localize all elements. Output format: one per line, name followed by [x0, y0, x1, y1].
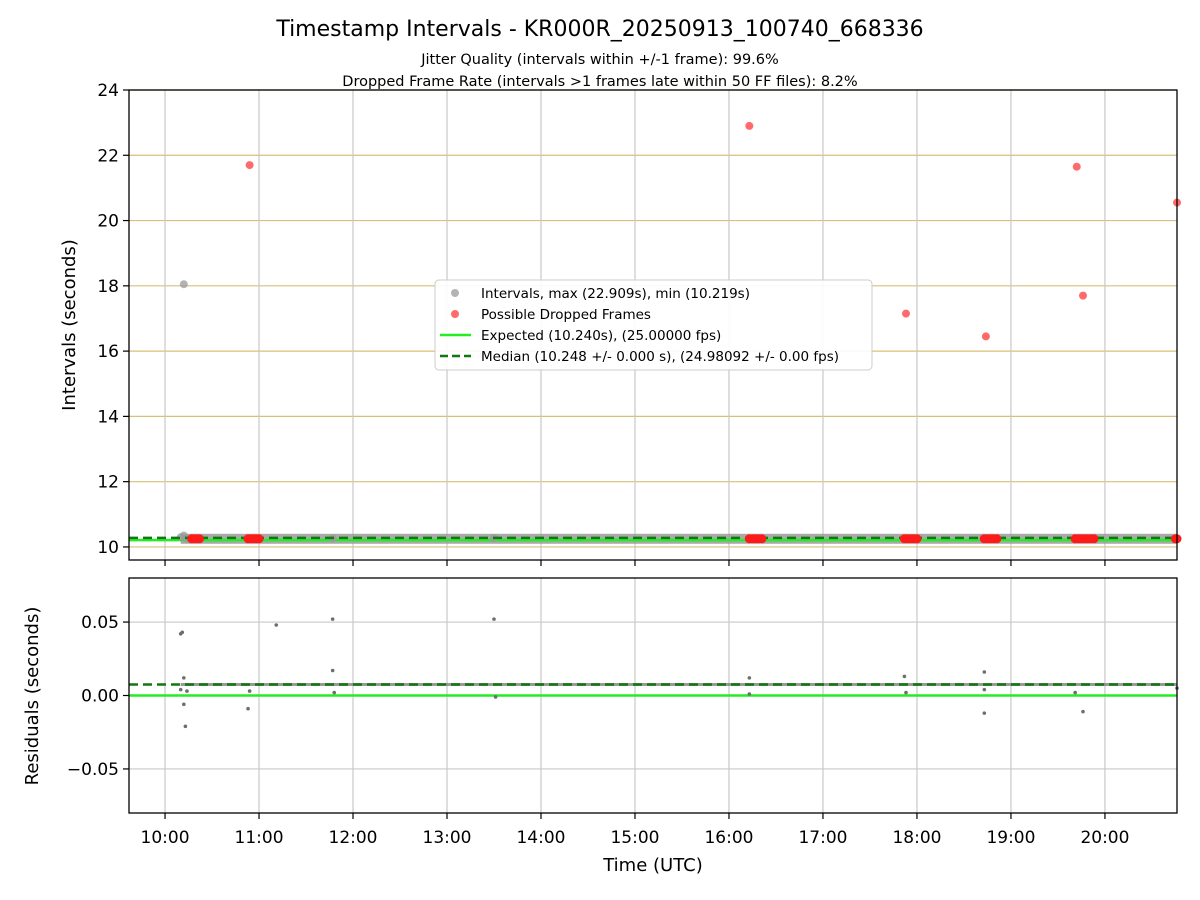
residuals-y-axis-label: Residuals (seconds) — [22, 607, 43, 786]
intervals-y-tick-label: 14 — [97, 407, 119, 427]
x-axis-label: Time (UTC) — [602, 855, 703, 876]
intervals-y-tick-label: 20 — [97, 212, 119, 232]
intervals-y-tick-label: 12 — [97, 473, 119, 493]
residual-point — [178, 687, 183, 692]
residual-point — [747, 676, 752, 680]
x-tick-label: 12:00 — [329, 828, 378, 848]
chart-title: Timestamp Intervals - KR000R_20250913_10… — [275, 17, 923, 42]
legend: Intervals, max (22.909s), min (10.219s) … — [434, 279, 873, 371]
residuals-y-tick-label: −0.05 — [67, 760, 119, 780]
dropped-frame-point — [245, 161, 254, 170]
residual-point — [332, 690, 337, 695]
legend-label-median: Median (10.248 +/- 0.000 s), (24.98092 +… — [481, 349, 839, 365]
dropped-frame-point — [992, 534, 1002, 544]
residual-point — [247, 689, 252, 693]
residual-point — [982, 670, 987, 674]
dropped-frame-point — [981, 332, 990, 341]
x-tick-label: 20:00 — [1080, 828, 1129, 848]
residual-point — [492, 617, 496, 621]
residual-point — [1081, 709, 1085, 714]
intervals-y-ticks: 10 12 14 16 18 20 22 24 — [97, 81, 129, 558]
residual-point — [183, 724, 188, 729]
residual-point — [180, 630, 185, 635]
x-tick-label: 19:00 — [986, 828, 1035, 848]
interval-point — [179, 280, 188, 289]
intervals-y-axis-label: Intervals (seconds) — [59, 239, 80, 411]
x-tick-label: 13:00 — [423, 828, 472, 848]
legend-marker-intervals — [451, 289, 459, 297]
x-tick-label: 14:00 — [516, 828, 565, 848]
dropped-frame-point — [757, 534, 767, 544]
subtitle-dropped-frame-rate: Dropped Frame Rate (intervals >1 frames … — [342, 74, 857, 90]
residuals-y-ticks: −0.05 0.00 0.05 — [67, 613, 129, 780]
residual-point — [747, 692, 752, 696]
legend-label-dropped-frames: Possible Dropped Frames — [481, 307, 651, 323]
x-tick-label: 10:00 — [141, 828, 190, 848]
x-tick-label: 17:00 — [798, 828, 847, 848]
dropped-frame-point — [912, 534, 922, 544]
dropped-frame-point — [1079, 291, 1088, 300]
dropped-frame-point — [254, 534, 264, 544]
intervals-plot: 10 12 14 16 18 20 22 24 Intervals (seconds) Int… — [59, 81, 1182, 566]
residuals-y-tick-label: 0.05 — [81, 613, 119, 633]
residuals-data — [129, 617, 1179, 729]
x-tick-label: 18:00 — [892, 828, 941, 848]
residuals-plot: −0.050.000.05 10:00 11:00 12:00 13:00 14:00 1… — [22, 577, 1179, 876]
legend-label-intervals: Intervals, max (22.909s), min (10.219s) — [481, 286, 750, 302]
intervals-x-ticks — [164, 560, 1106, 566]
dropped-frame-point — [1072, 162, 1081, 171]
residual-point — [982, 711, 987, 715]
residual-point — [493, 695, 498, 699]
intervals-y-tick-label: 18 — [97, 277, 119, 297]
residual-point — [246, 706, 250, 711]
intervals-y-tick-label: 10 — [97, 538, 119, 558]
residual-point — [330, 617, 335, 621]
residual-point — [182, 702, 186, 707]
residuals-y-tick-label: 0.00 — [81, 687, 119, 707]
x-tick-label: 15:00 — [610, 828, 659, 848]
legend-box — [434, 279, 873, 371]
intervals-y-tick-label: 24 — [97, 81, 119, 101]
subtitle-jitter-quality: Jitter Quality (intervals within +/-1 fr… — [420, 52, 779, 68]
intervals-data — [129, 121, 1182, 544]
residual-point — [330, 668, 335, 673]
residual-point — [185, 689, 189, 693]
dropped-frame-point — [745, 121, 754, 130]
intervals-plot-frame — [128, 89, 1178, 561]
residual-point — [1073, 690, 1077, 695]
x-tick-label: 11:00 — [235, 828, 284, 848]
residuals-x-ticks: 10:00 11:00 12:00 13:00 14:00 15:00 16:00 17:00… — [141, 813, 1129, 848]
x-tick-label: 16:00 — [704, 828, 753, 848]
residual-point — [274, 623, 279, 627]
residual-point — [902, 674, 907, 679]
intervals-y-tick-label: 22 — [97, 146, 119, 166]
dropped-frame-point — [194, 534, 204, 544]
intervals-y-tick-label: 16 — [97, 342, 119, 362]
dropped-frame-point — [1089, 534, 1099, 544]
dropped-frame-point — [901, 309, 910, 318]
residual-point — [982, 687, 987, 692]
legend-marker-dropped-frames — [451, 310, 459, 318]
residual-point — [182, 676, 186, 680]
legend-label-expected: Expected (10.240s), (25.00000 fps) — [481, 328, 721, 344]
residual-point — [904, 690, 908, 695]
